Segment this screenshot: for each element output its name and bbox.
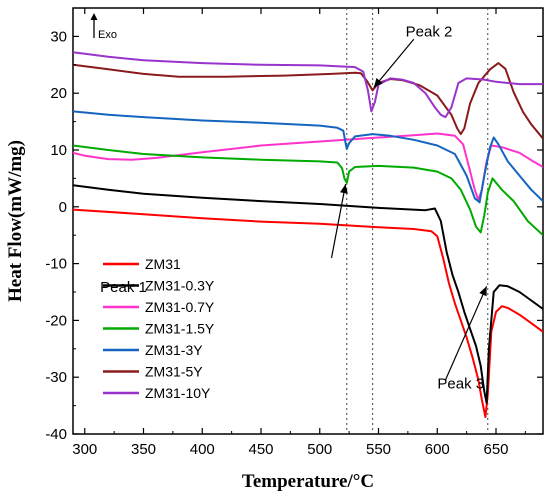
annotation-label: Peak 2 bbox=[406, 23, 453, 40]
axis-ticks: 300 350 400 450 500 550 600 650 -40 -30 -20 -10 0 10 2… bbox=[45, 8, 543, 458]
series-line-4 bbox=[73, 110, 543, 204]
plot-frame bbox=[72, 7, 544, 435]
legend: ZM31 ZM31-0.3Y ZM31-0.7Y ZM31-1.5Y ZM31-3Y ZM… bbox=[103, 256, 215, 401]
x-tick-label: 300 bbox=[72, 441, 97, 458]
x-tick-label: 650 bbox=[483, 441, 508, 458]
legend-label: ZM31-0.7Y bbox=[145, 299, 215, 315]
legend-label: ZM31-5Y bbox=[145, 364, 203, 380]
exo-indicator: Exo bbox=[90, 13, 117, 41]
y-tick-label: 10 bbox=[50, 142, 67, 159]
x-tick-label: 400 bbox=[190, 441, 215, 458]
y-tick-label: 20 bbox=[50, 85, 67, 102]
legend-label: ZM31 bbox=[145, 256, 181, 272]
annotation-arrow bbox=[373, 38, 415, 88]
series-line-5 bbox=[73, 62, 543, 140]
x-tick-label: 350 bbox=[131, 441, 156, 458]
y-axis-title: Heat Flow(mW/mg) bbox=[5, 140, 26, 302]
legend-label: ZM31-3Y bbox=[145, 342, 203, 358]
series-layer bbox=[73, 51, 543, 418]
y-tick-label: -10 bbox=[45, 256, 67, 273]
annotation-arrow-head bbox=[373, 78, 383, 88]
x-tick-label: 550 bbox=[366, 441, 391, 458]
x-tick-label: 600 bbox=[425, 441, 450, 458]
reference-lines bbox=[346, 8, 489, 434]
series-line-3 bbox=[73, 144, 543, 236]
annotation-arrow-head bbox=[479, 286, 487, 297]
series-line-2 bbox=[73, 132, 543, 201]
x-tick-label: 450 bbox=[248, 441, 273, 458]
annotation-label: Peak 3 bbox=[437, 376, 484, 393]
annotation-arrow bbox=[444, 286, 488, 381]
series-line-6 bbox=[73, 51, 543, 119]
x-tick-label: 500 bbox=[307, 441, 332, 458]
annotation-arrow-head bbox=[340, 184, 348, 194]
exo-arrow-head bbox=[90, 13, 98, 20]
annotations: Peak 1 Peak 2 Peak 3 bbox=[100, 23, 488, 393]
legend-label: ZM31-0.3Y bbox=[145, 278, 215, 294]
legend-label: ZM31-1.5Y bbox=[145, 321, 215, 337]
series-line-1 bbox=[73, 184, 543, 404]
exo-label: Exo bbox=[98, 29, 117, 41]
y-tick-label: -40 bbox=[45, 426, 67, 443]
legend-label: ZM31-10Y bbox=[145, 385, 211, 401]
y-tick-label: -20 bbox=[45, 312, 67, 329]
x-axis-title: Temperature/°C bbox=[242, 471, 374, 492]
annotation-label: Peak 1 bbox=[100, 279, 147, 296]
series-line-0 bbox=[73, 208, 543, 418]
y-tick-label: -30 bbox=[45, 369, 67, 386]
y-tick-label: 30 bbox=[50, 28, 67, 45]
annotation-arrow bbox=[330, 183, 347, 259]
y-tick-label: 0 bbox=[59, 199, 67, 216]
